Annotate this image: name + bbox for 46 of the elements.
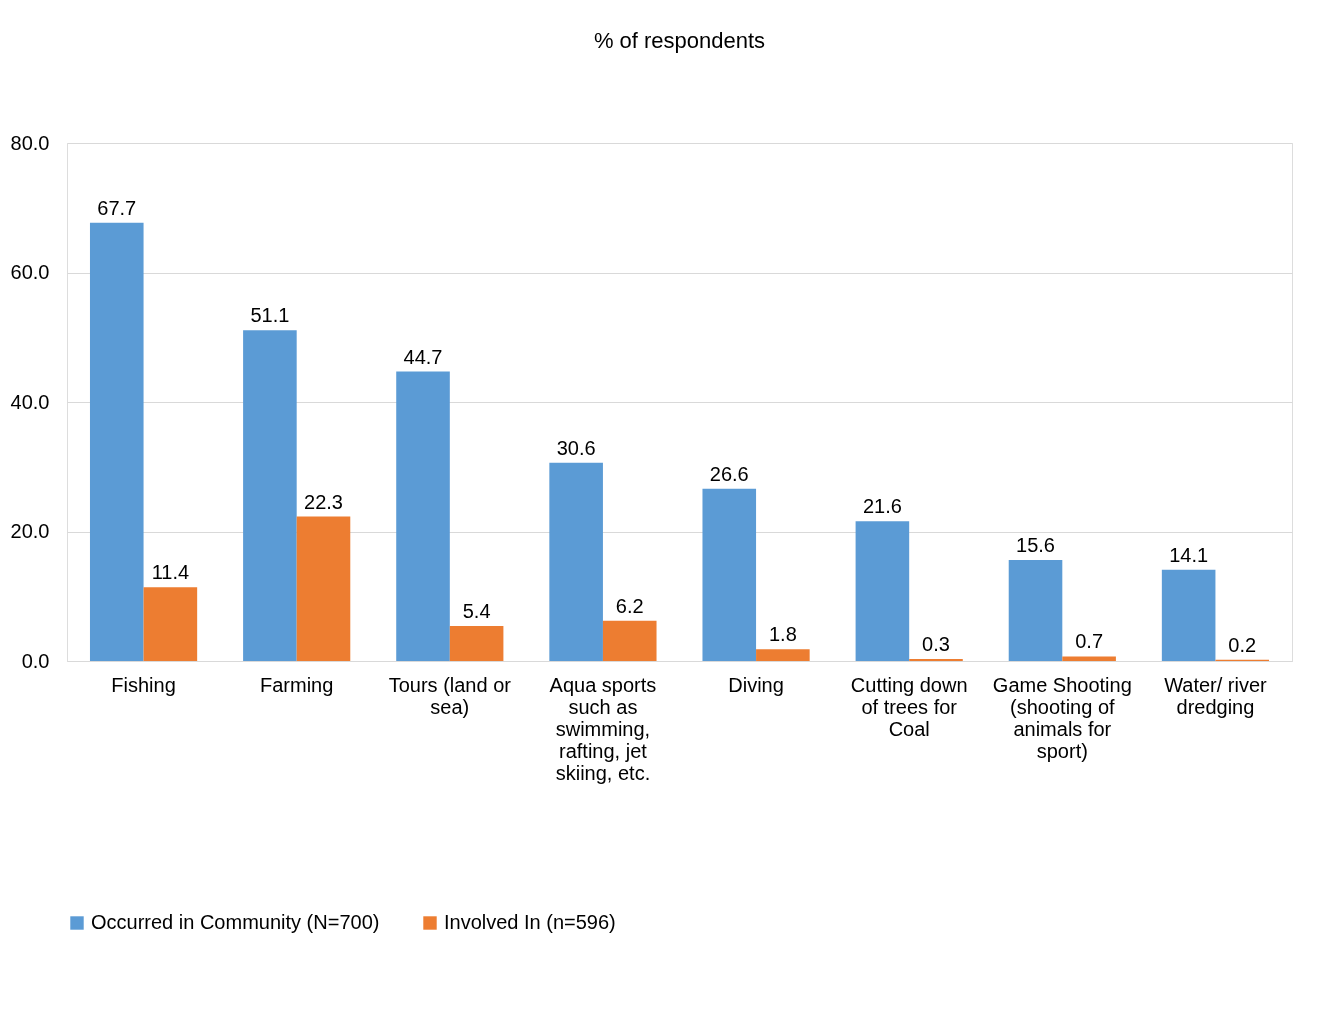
data-label: 0.2: [1228, 633, 1257, 656]
data-label: 14.1: [1169, 543, 1209, 566]
bar: [756, 649, 810, 661]
bar: [1008, 559, 1063, 661]
x-tick-label: Cutting down of trees for Coal: [850, 673, 968, 740]
data-label: 67.7: [97, 196, 137, 219]
legend-label: Involved In (n=596): [444, 911, 616, 933]
bar: [449, 626, 504, 661]
x-tick-label: Water/ river dredging: [1164, 673, 1268, 718]
x-tick-label: Tours (land or sea): [388, 673, 512, 718]
data-label: 30.6: [556, 436, 596, 459]
data-label: 51.1: [250, 304, 290, 327]
bar: [396, 371, 450, 661]
data-label: 22.3: [304, 490, 343, 513]
y-tick-label: 0.0: [21, 649, 50, 672]
bar: [143, 587, 198, 661]
x-tick-label: Aqua sports such as swimming, rafting, jet skiing, etc.: [549, 673, 657, 784]
bar: [549, 462, 603, 661]
bar: [1161, 569, 1216, 661]
bar: [602, 620, 657, 661]
data-label: 44.7: [403, 345, 443, 368]
y-tick-label: 20.0: [10, 520, 50, 542]
bar: [702, 488, 757, 661]
data-label: 6.2: [615, 594, 644, 617]
data-label: 11.4: [151, 561, 190, 584]
data-label: 0.3: [922, 633, 950, 656]
data-label: 21.6: [862, 495, 902, 518]
bar: [855, 521, 910, 661]
chart-title: % of respondents: [593, 28, 766, 53]
x-tick-label: Diving: [728, 673, 784, 696]
bar: [243, 330, 297, 661]
data-label: 26.6: [709, 462, 749, 485]
bar: [296, 516, 351, 661]
x-tick-label: Fishing: [111, 673, 176, 696]
bar: [1062, 656, 1116, 661]
legend-label: Occurred in Community (N=700): [91, 911, 380, 933]
data-label: 1.8: [768, 623, 797, 646]
bar: [89, 222, 144, 661]
data-label: 0.7: [1075, 630, 1104, 653]
data-label: 5.4: [462, 600, 491, 623]
data-label: 15.6: [1016, 533, 1055, 556]
y-tick-label: 40.0: [10, 390, 50, 413]
x-tick-label: Game Shooting (shooting of animals for sport): [992, 673, 1132, 762]
y-tick-label: 60.0: [10, 261, 50, 283]
x-tick-label: Farming: [260, 673, 334, 696]
y-tick-label: 80.0: [10, 131, 50, 154]
